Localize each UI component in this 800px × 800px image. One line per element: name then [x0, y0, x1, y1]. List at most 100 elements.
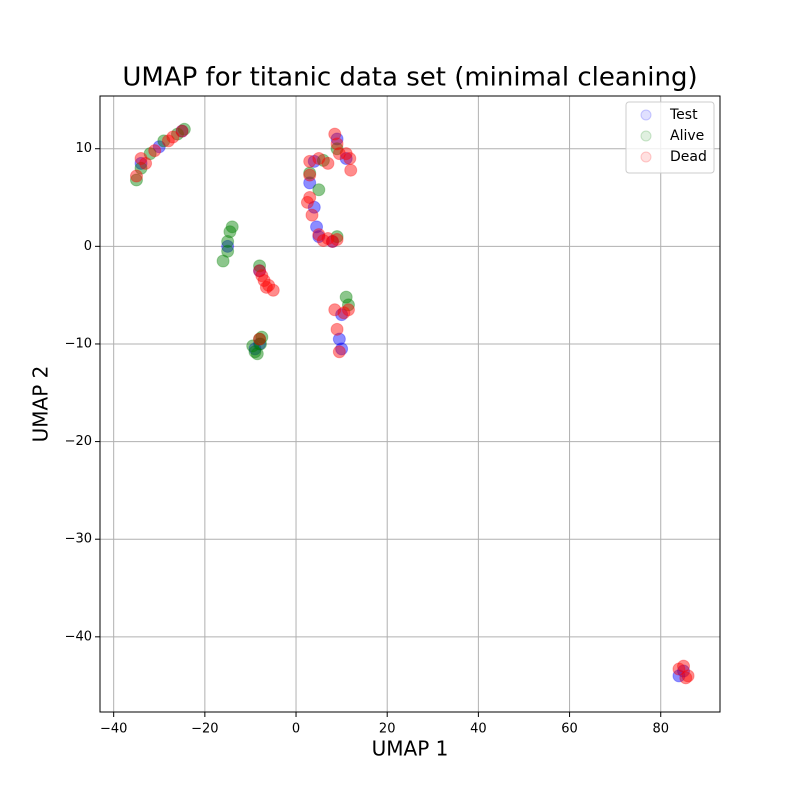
point	[148, 144, 162, 158]
point	[339, 151, 353, 165]
legend-label: Dead	[670, 149, 707, 165]
point	[344, 163, 358, 177]
point	[672, 662, 686, 676]
point	[303, 191, 317, 205]
x-axis-label: UMAP 1	[372, 737, 449, 761]
point	[253, 264, 267, 278]
point	[330, 233, 344, 247]
point	[221, 239, 235, 253]
point	[312, 228, 326, 242]
point	[253, 264, 267, 278]
y-axis-label: UMAP 2	[29, 366, 53, 443]
point	[152, 140, 166, 154]
x-tick-label: −20	[191, 722, 218, 737]
legend-box	[625, 101, 715, 174]
x-tick-label: 40	[470, 722, 487, 737]
x-tick-label: −40	[100, 722, 127, 737]
point	[259, 280, 273, 294]
point	[681, 669, 695, 683]
point	[330, 132, 344, 146]
point	[332, 345, 346, 359]
legend-marker	[640, 130, 652, 142]
y-tick-label: 10	[75, 141, 92, 156]
point	[139, 156, 153, 170]
point	[253, 259, 267, 273]
point	[339, 290, 353, 304]
y-tick-label: −30	[65, 532, 92, 547]
point	[216, 254, 230, 268]
point	[335, 308, 349, 322]
point	[253, 337, 267, 351]
point	[257, 274, 271, 288]
point	[330, 230, 344, 244]
point	[248, 342, 262, 356]
plot-frame	[99, 95, 721, 713]
x-tick-label: 80	[652, 722, 669, 737]
point	[300, 195, 314, 209]
point	[134, 161, 148, 175]
point	[310, 220, 324, 234]
point	[253, 332, 267, 346]
point	[262, 278, 276, 292]
point	[134, 151, 148, 165]
x-tick-label: 60	[561, 722, 578, 737]
point	[672, 669, 686, 683]
point	[326, 234, 339, 248]
point	[341, 298, 355, 312]
point	[312, 183, 326, 197]
point	[166, 130, 180, 144]
point	[221, 234, 235, 248]
point	[171, 127, 184, 141]
point	[677, 664, 691, 678]
point	[321, 232, 335, 246]
point	[339, 147, 353, 161]
point	[253, 332, 267, 346]
point	[303, 168, 317, 182]
point	[255, 330, 269, 344]
point	[303, 166, 317, 180]
point	[316, 153, 330, 167]
point	[330, 137, 344, 151]
point	[221, 244, 235, 258]
point	[316, 233, 330, 247]
y-tick-label: 0	[84, 239, 92, 254]
point	[255, 269, 269, 283]
legend-label: Test	[669, 107, 698, 123]
point	[341, 303, 355, 317]
point	[250, 347, 264, 361]
point	[305, 208, 319, 222]
point	[303, 176, 317, 190]
legend-marker	[640, 109, 652, 121]
point	[312, 230, 326, 244]
point	[677, 659, 691, 673]
point	[326, 234, 339, 248]
chart-title: UMAP for titanic data set (minimal clean…	[122, 63, 697, 93]
point	[253, 337, 267, 351]
point	[307, 200, 321, 214]
y-tick-label: −10	[65, 336, 92, 351]
point	[335, 342, 349, 356]
point	[332, 147, 346, 161]
point	[157, 134, 171, 148]
point	[134, 156, 148, 170]
point	[330, 322, 344, 336]
point	[330, 142, 344, 156]
point	[225, 220, 239, 234]
point	[248, 345, 262, 359]
x-tick-label: 0	[292, 722, 300, 737]
point	[312, 151, 326, 165]
point	[332, 332, 346, 346]
y-tick-label: −20	[65, 434, 92, 449]
y-tick-label: −40	[65, 629, 92, 644]
x-tick-label: 20	[379, 722, 396, 737]
point	[303, 154, 317, 168]
point	[175, 124, 189, 138]
point	[266, 283, 280, 297]
point	[328, 303, 342, 317]
point	[343, 151, 357, 165]
point	[223, 225, 237, 239]
legend-label: Alive	[670, 128, 704, 144]
point	[328, 127, 342, 141]
point	[161, 134, 175, 148]
